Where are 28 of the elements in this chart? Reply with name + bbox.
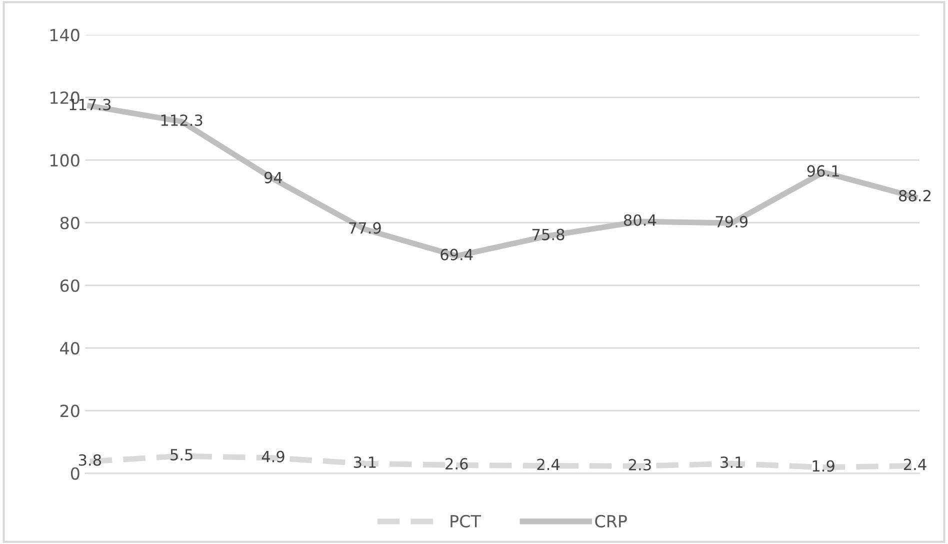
data-label: 4.9 [262, 450, 284, 462]
legend-label: CRP [595, 514, 627, 528]
data-label: 3.8 [78, 454, 102, 466]
data-label: 3.1 [720, 456, 742, 468]
data-label: 77.9 [349, 222, 381, 234]
data-label: 96.1 [807, 165, 839, 177]
legend-label: PCT [450, 514, 481, 528]
data-label: 112.3 [161, 114, 202, 126]
data-label: 2.6 [446, 458, 468, 470]
y-tick-label: 100 [50, 154, 80, 167]
data-label: 75.8 [532, 228, 564, 240]
y-tick-label: 40 [60, 342, 80, 355]
data-label: 5.5 [170, 449, 192, 460]
y-tick-label: 20 [60, 404, 80, 418]
data-label: 88.2 [899, 190, 930, 202]
y-tick-label: 0 [70, 467, 80, 480]
data-label: 69.4 [440, 248, 473, 260]
data-label: 3.1 [354, 456, 376, 468]
y-tick-label: 60 [60, 279, 80, 292]
y-tick-label: 140 [50, 28, 80, 42]
y-tick-label: 80 [60, 216, 80, 230]
data-label: 80.4 [624, 214, 656, 226]
data-label: 94 [264, 172, 282, 184]
data-label: 79.9 [716, 216, 748, 228]
data-label: 2.3 [628, 458, 651, 471]
data-label: 2.4 [537, 458, 560, 470]
data-label: 2.4 [904, 458, 926, 470]
data-label: 1.9 [812, 460, 834, 472]
